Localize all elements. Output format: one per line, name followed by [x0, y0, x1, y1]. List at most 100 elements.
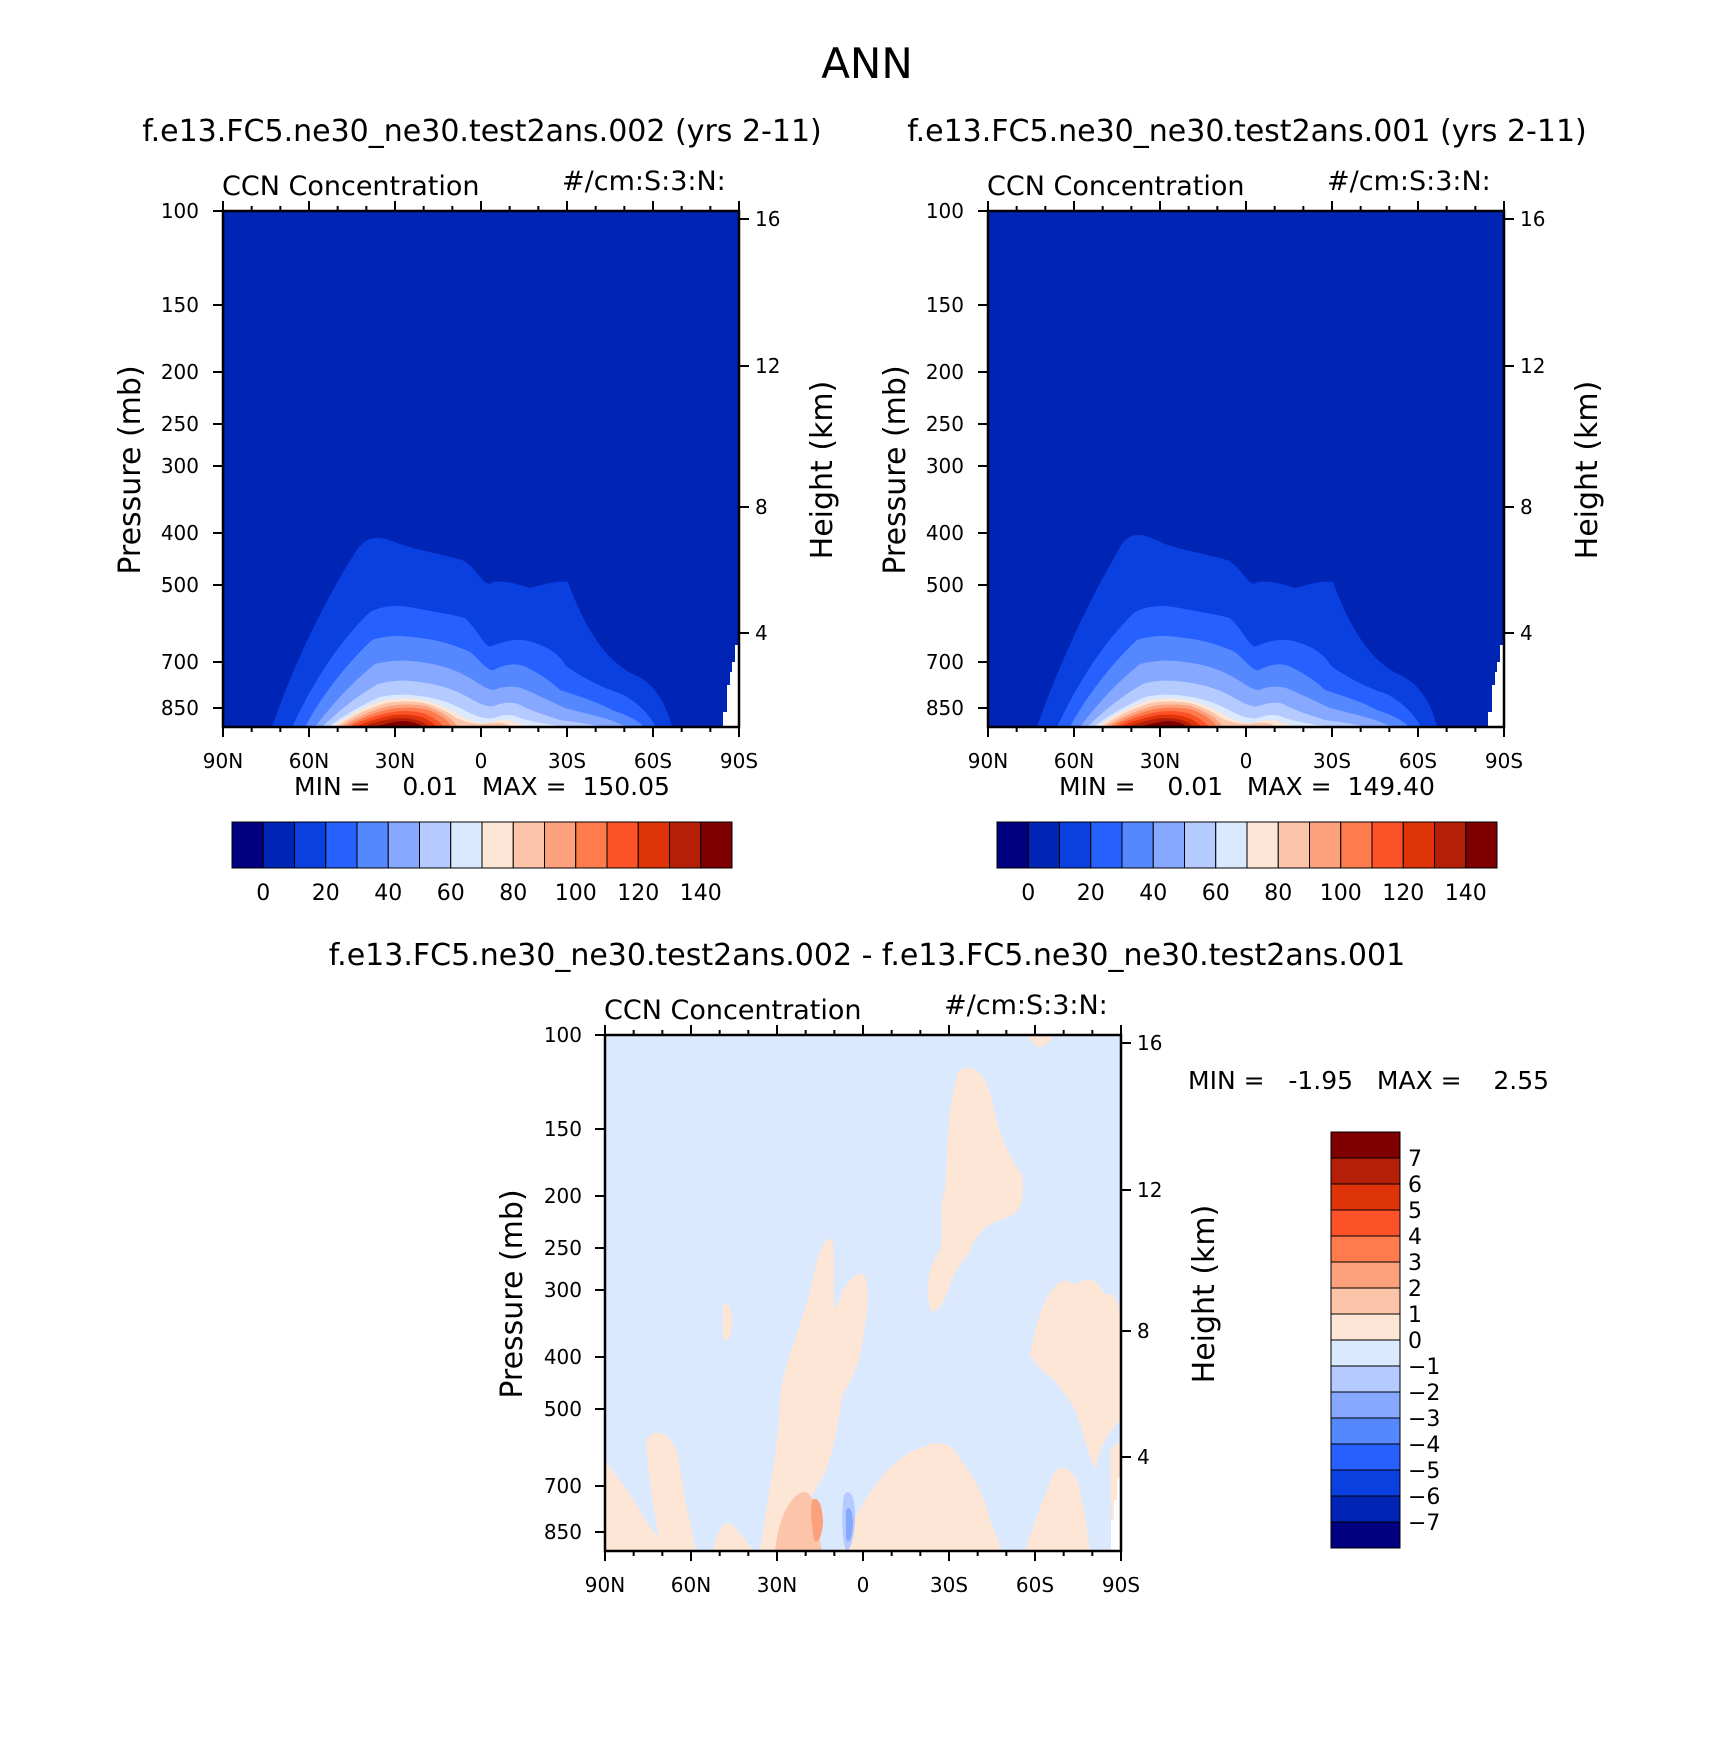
- y-tick-label: 150: [161, 293, 199, 317]
- colorbar-box: [1330, 1287, 1401, 1315]
- colorbar-box: [1340, 821, 1373, 869]
- colorbar-label: 60: [437, 881, 465, 906]
- colorbar-box: [544, 821, 577, 869]
- colorbar-box: [637, 821, 670, 869]
- y-tick-label: 850: [544, 1520, 582, 1544]
- x-tick-label: 60S: [1399, 749, 1437, 773]
- variable-label: CCN Concentration: [987, 171, 1245, 202]
- contour-positive-high: [811, 1498, 823, 1542]
- colorbar-label: 120: [1382, 881, 1424, 906]
- x-tick-label: 30S: [930, 1573, 968, 1597]
- colorbar-label: 100: [555, 881, 597, 906]
- y-tick-label: 400: [926, 521, 964, 545]
- height-tick-label: 4: [1520, 621, 1533, 645]
- colorbar-box: [669, 821, 702, 869]
- colorbar-box: [325, 821, 358, 869]
- colorbar-box: [1330, 1157, 1401, 1185]
- x-axis-ticks: [978, 201, 1514, 737]
- y-tick-label: 150: [926, 293, 964, 317]
- colorbar-label: 0: [1021, 881, 1035, 906]
- x-tick-label: 60S: [1016, 1573, 1054, 1597]
- colorbar-label: 5: [1408, 1199, 1422, 1224]
- y-tick-label: 100: [544, 1023, 582, 1047]
- y-right-axis-title: Height (km): [1570, 381, 1605, 560]
- colorbar-box: [1121, 821, 1154, 869]
- contour-level-14: [374, 721, 422, 727]
- colorbar-box: [1330, 1365, 1401, 1393]
- contour-field: [223, 211, 739, 727]
- y-tick-label: 400: [161, 521, 199, 545]
- colorbar-label: −1: [1408, 1355, 1440, 1380]
- x-tick-label: 90S: [1102, 1573, 1140, 1597]
- colorbar-box: [450, 821, 483, 869]
- panel-title: f.e13.FC5.ne30_ne30.test2ans.002 (yrs 2-…: [142, 114, 822, 149]
- colorbar-box: [606, 821, 639, 869]
- colorbar-box: [1465, 821, 1498, 869]
- colorbar-label: 60: [1202, 881, 1230, 906]
- y-right-axis-title: Height (km): [805, 381, 840, 560]
- colorbar-label: −4: [1408, 1433, 1440, 1458]
- y-tick-label: 400: [544, 1345, 582, 1369]
- y-tick-label: 100: [161, 199, 199, 223]
- x-axis-ticks: [595, 1025, 1131, 1561]
- x-tick-label: 60N: [289, 749, 329, 773]
- y-tick-label: 700: [926, 650, 964, 674]
- units-label: #/cm:S:3:N:: [944, 990, 1108, 1021]
- contour-positive-medium: [775, 1492, 822, 1551]
- y-tick-label: 700: [544, 1474, 582, 1498]
- contour-positive-region: [760, 1238, 868, 1551]
- contour-field: [605, 1035, 1121, 1551]
- y-tick-label: 500: [544, 1397, 582, 1421]
- panel-title: f.e13.FC5.ne30_ne30.test2ans.001 (yrs 2-…: [907, 114, 1587, 149]
- colorbar-box: [1309, 821, 1342, 869]
- colorbar-box: [1330, 1261, 1401, 1289]
- colorbar-box: [1330, 1209, 1401, 1237]
- units-label: #/cm:S:3:N:: [1327, 166, 1491, 197]
- y-tick-label: 300: [926, 454, 964, 478]
- colorbar-label: 1: [1408, 1303, 1422, 1328]
- colorbar-box: [1152, 821, 1185, 869]
- x-tick-label: 90S: [720, 749, 758, 773]
- colorbar-box: [294, 821, 327, 869]
- colorbar-label: 6: [1408, 1173, 1422, 1198]
- y-right-axis-labels: 16 12 8 4: [755, 207, 780, 645]
- colorbar-box: [387, 821, 420, 869]
- x-tick-label: 30S: [548, 749, 586, 773]
- colorbar-label: 40: [1139, 881, 1167, 906]
- y-tick-label: 300: [544, 1278, 582, 1302]
- colorbar-box: [262, 821, 295, 869]
- height-tick-label: 4: [755, 621, 768, 645]
- colorbar-box: [1027, 821, 1060, 869]
- y-tick-label: 200: [161, 360, 199, 384]
- y-tick-label: 500: [926, 573, 964, 597]
- y-axis-title: Pressure (mb): [495, 1189, 530, 1398]
- colorbar-box: [231, 821, 264, 869]
- contour-positive-region: [842, 1443, 1002, 1551]
- colorbar-label: 140: [680, 881, 722, 906]
- colorbar-box: [1371, 821, 1404, 869]
- contour-positive-region: [723, 1303, 733, 1341]
- colorbar-label: 140: [1445, 881, 1487, 906]
- contour-positive-region: [1026, 1035, 1054, 1047]
- y-tick-label: 200: [926, 360, 964, 384]
- colorbar-label: 4: [1408, 1225, 1422, 1250]
- colorbar-box: [512, 821, 545, 869]
- height-tick-label: 8: [1520, 495, 1533, 519]
- y-tick-label: 500: [161, 573, 199, 597]
- colorbar-box: [481, 821, 514, 869]
- colorbar-label: 7: [1408, 1147, 1422, 1172]
- min-max-stats: MIN = 0.01 MAX = 150.05: [294, 772, 670, 801]
- colorbar-label: 100: [1320, 881, 1362, 906]
- colorbar-box: [575, 821, 608, 869]
- contour-positive-region: [713, 1523, 755, 1551]
- x-tick-label: 30S: [1313, 749, 1351, 773]
- colorbar-box: [1330, 1443, 1401, 1471]
- colorbar-box: [1330, 1235, 1401, 1263]
- colorbar-box: [700, 821, 733, 869]
- contour-positive-region: [927, 1067, 1023, 1312]
- terrain-mask: [723, 645, 739, 727]
- contour-negative-high: [846, 1507, 853, 1542]
- colorbar-box: [1215, 821, 1248, 869]
